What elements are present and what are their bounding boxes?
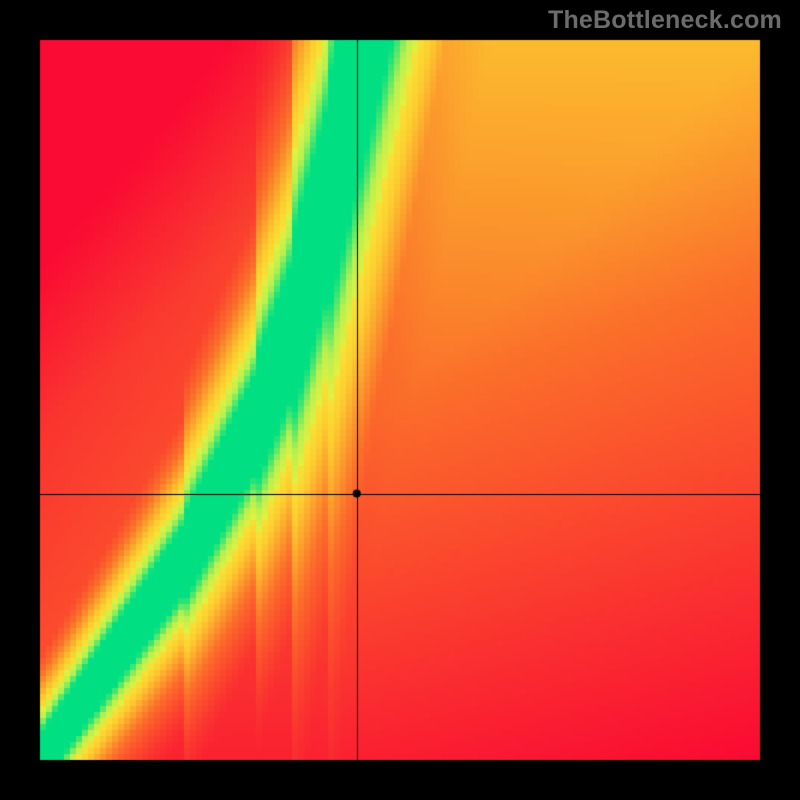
chart-container: TheBottleneck.com	[0, 0, 800, 800]
watermark-text: TheBottleneck.com	[548, 6, 782, 35]
heatmap-canvas	[0, 0, 800, 800]
